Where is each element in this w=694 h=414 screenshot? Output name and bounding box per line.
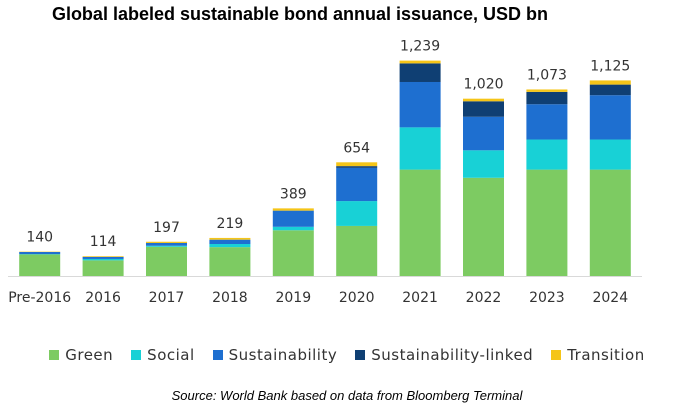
bar-segment-transition-2021 <box>399 60 441 64</box>
legend-swatch <box>355 350 366 360</box>
chart-source: Source: World Bank based on data from Bl… <box>171 388 523 403</box>
x-tick-label-2017: 2017 <box>149 290 185 306</box>
total-label-2016: 114 <box>90 234 117 250</box>
bar-segment-social-2021 <box>399 127 441 170</box>
bar-segment-sustainability-2024 <box>589 95 631 140</box>
x-tick-label-2016: 2016 <box>85 290 121 306</box>
bar-segment-transition-2016 <box>82 256 124 257</box>
bar-segment-social-2022 <box>463 150 504 178</box>
x-tick-label-2022: 2022 <box>466 290 502 306</box>
bar-segment-green-2021 <box>399 169 441 276</box>
bar-segment-green-2023 <box>526 169 568 276</box>
legend-item-sustainability: Sustainability <box>212 346 338 364</box>
bar-segment-social-2017 <box>146 245 187 247</box>
bar-segment-transition-2018 <box>209 237 251 240</box>
legend-item-transition: Transition <box>551 346 645 364</box>
total-label-2019: 389 <box>280 186 307 202</box>
x-tick-label-2020: 2020 <box>339 290 375 306</box>
bar-segment-green-2019 <box>272 230 314 276</box>
legend-label: Sustainability <box>228 346 338 364</box>
x-tick-label-2021: 2021 <box>402 290 438 306</box>
total-label-2020: 654 <box>343 140 370 156</box>
bar-segment-green-2018 <box>209 247 251 276</box>
total-label-2023: 1,073 <box>527 67 567 83</box>
legend-item-green: Green <box>49 346 113 364</box>
bar-segment-green-2022 <box>463 177 504 276</box>
bar-segment-green-2020 <box>336 225 378 276</box>
total-label-pre-2016: 140 <box>26 230 53 246</box>
total-label-2021: 1,239 <box>400 39 440 55</box>
bar-segment-sustainability-2020 <box>336 167 378 202</box>
x-tick-label-2019: 2019 <box>275 290 311 306</box>
x-tick-label-2023: 2023 <box>529 290 565 306</box>
bar-segment-sustainability-linked-2020 <box>336 166 378 168</box>
x-tick-label-2024: 2024 <box>592 290 628 306</box>
bar-segment-sustainability-2016 <box>82 256 124 259</box>
total-label-2022: 1,020 <box>463 77 503 93</box>
legend-swatch <box>49 350 60 360</box>
bar-segment-social-2024 <box>589 139 631 170</box>
bar-segment-social-2020 <box>336 201 378 226</box>
bar-segment-social-2018 <box>209 244 251 248</box>
bar-segment-sustainability-linked-2023 <box>526 91 568 105</box>
bar-segment-sustainability-linked-2024 <box>589 84 631 96</box>
legend-swatch <box>212 350 223 360</box>
bar-segment-green-pre-2016 <box>19 254 61 276</box>
legend-item-social: Social <box>131 346 194 364</box>
bar-segment-transition-2020 <box>336 162 378 167</box>
total-label-2017: 197 <box>153 220 180 236</box>
bar-segment-green-2024 <box>589 169 631 276</box>
chart-title: Global labeled sustainable bond annual i… <box>51 4 549 24</box>
legend-swatch <box>131 350 142 360</box>
total-label-2018: 219 <box>217 216 244 232</box>
bar-segment-green-2017 <box>146 246 187 276</box>
legend-swatch <box>551 350 562 360</box>
bar-segment-social-2023 <box>526 139 568 170</box>
bar-segment-green-2016 <box>82 260 124 276</box>
bar-segment-transition-2019 <box>272 208 314 211</box>
bar-segment-sustainability-2019 <box>272 210 314 227</box>
bar-segment-transition-2017 <box>146 241 187 243</box>
bar-segment-sustainability-2022 <box>463 116 504 151</box>
bar-segment-sustainability-pre-2016 <box>19 252 61 255</box>
x-tick-label-2018: 2018 <box>212 290 248 306</box>
bar-segment-sustainability-2023 <box>526 104 568 140</box>
legend-label: Transition <box>567 346 645 364</box>
bar-segment-transition-2022 <box>463 98 504 102</box>
legend-label: Green <box>65 346 114 364</box>
legend-item-sustainability-linked: Sustainability-linked <box>355 346 533 364</box>
bar-chart: 140 Pre-2016 114 2016 197 2017 219 2018 389 2019 6… <box>8 39 642 306</box>
bar-segment-sustainability-2017 <box>146 242 187 246</box>
bar-segment-sustainability-linked-2022 <box>463 101 504 117</box>
bar-segment-sustainability-linked-2021 <box>399 63 441 82</box>
chart-legend: Green Social Sustainability Sustainability-… <box>0 346 694 364</box>
total-label-2024: 1,125 <box>590 58 630 74</box>
legend-label: Sustainability-linked <box>371 346 534 364</box>
bar-segment-social-2016 <box>82 258 124 261</box>
legend-label: Social <box>147 346 195 364</box>
bar-segment-sustainability-2018 <box>209 239 251 245</box>
x-tick-label-pre-2016: Pre-2016 <box>8 290 71 306</box>
bar-segment-transition-2023 <box>526 89 568 92</box>
bar-segment-sustainability-2021 <box>399 81 441 128</box>
bar-segment-social-2019 <box>272 226 314 231</box>
bar-segment-transition-2024 <box>589 80 631 85</box>
